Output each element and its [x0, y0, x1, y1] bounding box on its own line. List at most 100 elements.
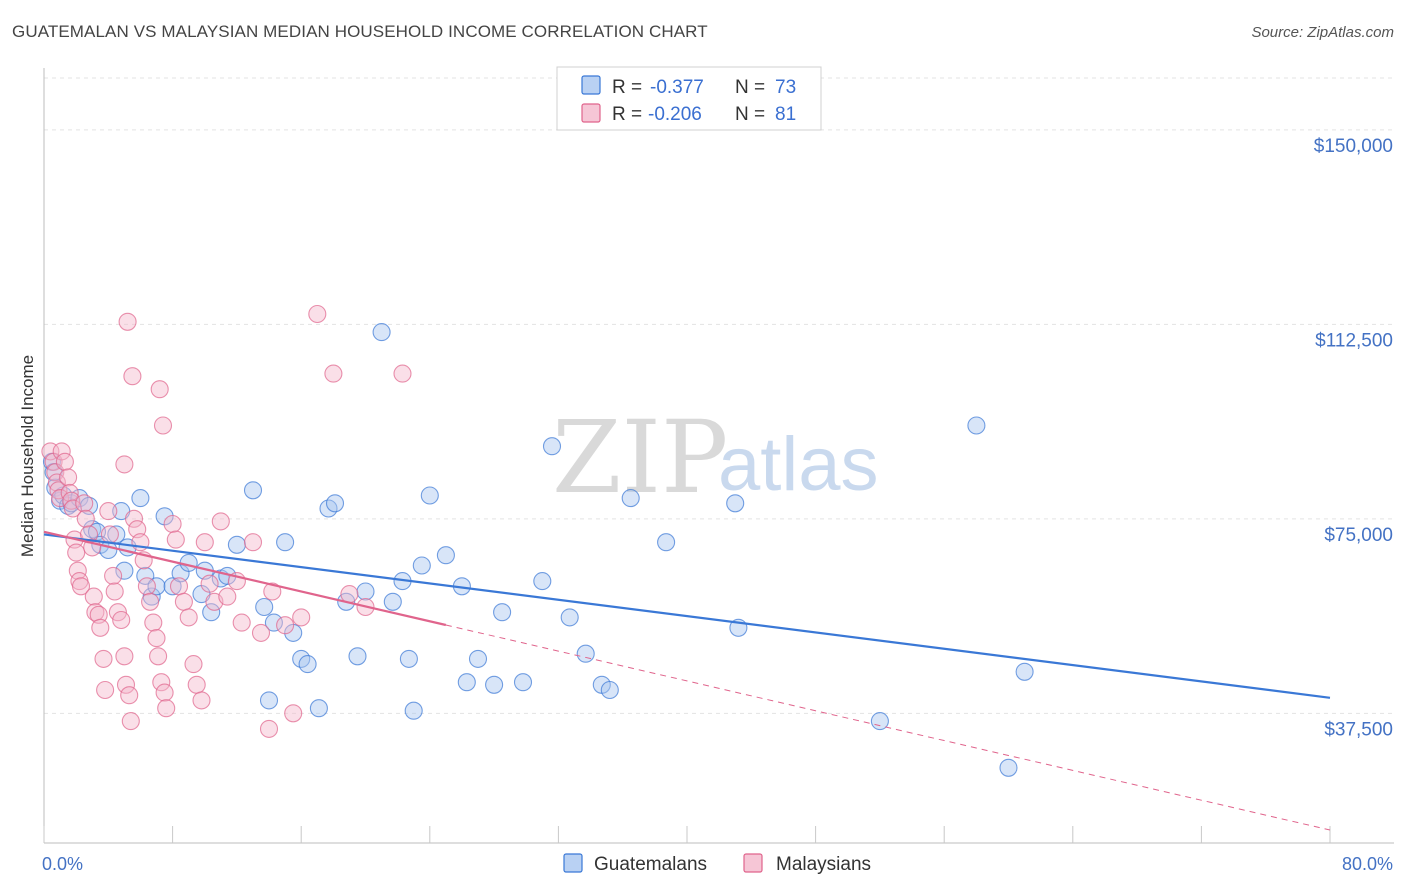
bottom-legend-swatch-malaysians[interactable] [743, 853, 763, 873]
point-malaysians [153, 416, 173, 435]
y-tick-label: $112,500 [1315, 330, 1393, 351]
point-malaysians [123, 367, 142, 386]
point-malaysians [99, 502, 118, 521]
point-malaysians [155, 683, 174, 702]
point-malaysians [211, 512, 230, 531]
point-guatemalans [163, 577, 182, 596]
point-malaysians [150, 380, 169, 399]
source-label[interactable]: Source: ZipAtlas.com [1251, 24, 1394, 41]
point-guatemalans [276, 533, 295, 552]
point-malaysians [100, 525, 119, 544]
point-guatemalans [259, 691, 279, 710]
x-tick-label-end: 80.0% [1342, 854, 1393, 874]
point-guatemalans [412, 556, 431, 575]
point-malaysians [284, 704, 303, 723]
point-malaysians [179, 608, 198, 627]
point-malaysians [47, 473, 66, 492]
point-malaysians [116, 675, 136, 694]
point-malaysians [166, 530, 185, 549]
point-guatemalans [383, 592, 402, 611]
legend-swatch-malaysians [581, 103, 601, 123]
point-malaysians [115, 647, 134, 666]
point-malaysians [163, 514, 182, 534]
point-malaysians [147, 629, 166, 648]
point-malaysians [195, 533, 214, 552]
point-malaysians [157, 699, 176, 718]
point-malaysians [169, 577, 189, 596]
point-guatemalans [348, 647, 367, 666]
point-malaysians [308, 304, 327, 324]
point-malaysians [105, 582, 124, 601]
point-malaysians [115, 455, 134, 474]
point-malaysians [141, 592, 160, 611]
point-malaysians [263, 582, 282, 601]
point-guatemalans [325, 494, 345, 513]
point-malaysians [218, 587, 237, 606]
point-malaysians [52, 442, 71, 461]
point-guatemalans [436, 546, 455, 565]
watermark-atlas: atlas [718, 422, 879, 507]
point-malaysians [59, 468, 78, 487]
point-malaysians [67, 543, 86, 562]
legend-n-value: 73 [775, 77, 796, 98]
trend-line-guatemalans [43, 533, 1331, 699]
axes [43, 68, 1394, 844]
legend-box: R = -0.377 N = 73 R = -0.206 N = 81 [556, 66, 822, 131]
point-malaysians [49, 481, 68, 500]
legend-n-value: 81 [775, 104, 796, 125]
point-malaysians [192, 691, 211, 710]
point-guatemalans [298, 655, 317, 674]
point-malaysians [118, 312, 137, 331]
point-guatemalans [533, 572, 552, 591]
point-guatemalans [131, 489, 150, 508]
point-malaysians [149, 647, 168, 666]
legend-r-label: R = [612, 77, 642, 98]
y-tick-labels: $37,500 $75,000 $112,500 $150,000 [1314, 136, 1393, 740]
point-guatemalans [999, 758, 1018, 777]
bottom-legend: Guatemalans Malaysians [563, 853, 871, 875]
point-malaysians [71, 577, 91, 596]
point-guatemalans [513, 673, 533, 692]
point-malaysians [94, 649, 113, 668]
point-malaysians [55, 452, 74, 471]
point-malaysians [84, 587, 103, 606]
point-malaysians [112, 610, 131, 630]
point-malaysians [174, 592, 193, 611]
point-malaysians [184, 655, 203, 674]
point-malaysians [91, 618, 110, 637]
point-malaysians [393, 364, 412, 383]
point-guatemalans [356, 582, 375, 601]
x-tick-label-start: 0.0% [42, 854, 83, 874]
point-malaysians [243, 533, 263, 552]
point-malaysians [276, 616, 295, 635]
point-guatemalans [493, 603, 512, 622]
bottom-legend-malaysians[interactable]: Malaysians [776, 854, 871, 875]
y-tick-label: $150,000 [1314, 136, 1393, 157]
point-malaysians [89, 605, 108, 624]
point-guatemalans [485, 675, 504, 694]
point-guatemalans [264, 613, 283, 632]
point-guatemalans [115, 561, 134, 580]
bottom-legend-guatemalans[interactable]: Guatemalans [594, 854, 707, 875]
point-guatemalans [309, 699, 328, 718]
point-malaysians [259, 719, 279, 738]
x-tick-labels: 0.0% 80.0% [42, 854, 1393, 874]
legend-frame [556, 66, 822, 131]
point-malaysians [292, 608, 311, 627]
point-malaysians [104, 566, 123, 585]
chart-title: GUATEMALAN VS MALAYSIAN MEDIAN HOUSEHOLD… [12, 22, 708, 41]
point-malaysians [75, 494, 94, 513]
point-guatemalans [372, 323, 391, 342]
point-guatemalans [967, 416, 986, 435]
point-guatemalans [227, 535, 246, 554]
bottom-legend-swatch-guatemalans[interactable] [563, 853, 583, 873]
point-malaysians [60, 483, 79, 502]
point-guatemalans [870, 712, 889, 731]
data-points [41, 304, 1034, 777]
point-guatemalans [399, 649, 418, 668]
point-guatemalans [255, 597, 274, 617]
point-malaysians [324, 364, 343, 383]
point-malaysians [76, 509, 95, 528]
watermark: ZIP atlas [552, 399, 879, 516]
